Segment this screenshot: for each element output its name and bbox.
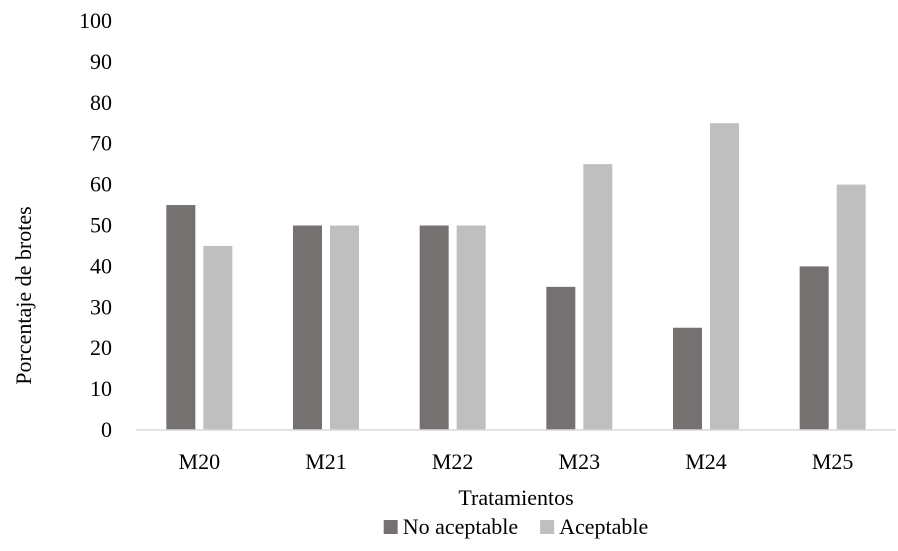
bar-aceptable-m24 [710, 123, 739, 430]
legend-label-no-aceptable: No aceptable [403, 514, 518, 539]
y-axis-title: Porcentaje de brotes [11, 206, 36, 384]
x-axis-ticks: M20 M21 M22 M23 M24 M25 [179, 449, 854, 474]
bar-aceptable-m22 [456, 225, 486, 430]
x-tick-label: M24 [685, 449, 727, 474]
y-tick-label: 20 [90, 335, 112, 360]
x-tick-label: M25 [812, 449, 854, 474]
x-tick-label: M21 [305, 449, 347, 474]
y-tick-label: 60 [90, 172, 112, 197]
x-tick-label: M22 [432, 449, 474, 474]
bar-no-aceptable-m22 [419, 225, 449, 430]
legend: No aceptable Aceptable [383, 514, 648, 539]
bars [166, 123, 866, 430]
y-tick-label: 100 [79, 8, 112, 33]
y-tick-label: 0 [101, 417, 112, 442]
y-tick-label: 70 [90, 131, 112, 156]
x-tick-label: M20 [179, 449, 221, 474]
y-tick-label: 30 [90, 294, 112, 319]
legend-swatch-aceptable [540, 520, 555, 534]
bar-no-aceptable-m20 [166, 205, 196, 430]
bar-no-aceptable-m25 [799, 266, 829, 430]
legend-label-aceptable: Aceptable [559, 514, 648, 539]
bar-no-aceptable-m21 [293, 225, 322, 430]
y-tick-label: 90 [90, 49, 112, 74]
bar-aceptable-m25 [836, 184, 866, 430]
x-tick-label: M23 [559, 449, 601, 474]
x-axis-title: Tratamientos [458, 485, 573, 510]
bar-aceptable-m20 [203, 245, 233, 430]
y-tick-label: 40 [90, 253, 112, 278]
bar-aceptable-m23 [583, 164, 613, 430]
bar-aceptable-m21 [330, 225, 359, 430]
legend-swatch-no-aceptable [383, 520, 398, 534]
bar-no-aceptable-m24 [673, 327, 702, 430]
bar-no-aceptable-m23 [546, 286, 576, 430]
y-tick-label: 10 [90, 376, 112, 401]
y-tick-label: 80 [90, 90, 112, 115]
y-axis-ticks: 0 10 20 30 40 50 60 70 80 90 100 [79, 8, 112, 442]
y-tick-label: 50 [90, 213, 112, 238]
